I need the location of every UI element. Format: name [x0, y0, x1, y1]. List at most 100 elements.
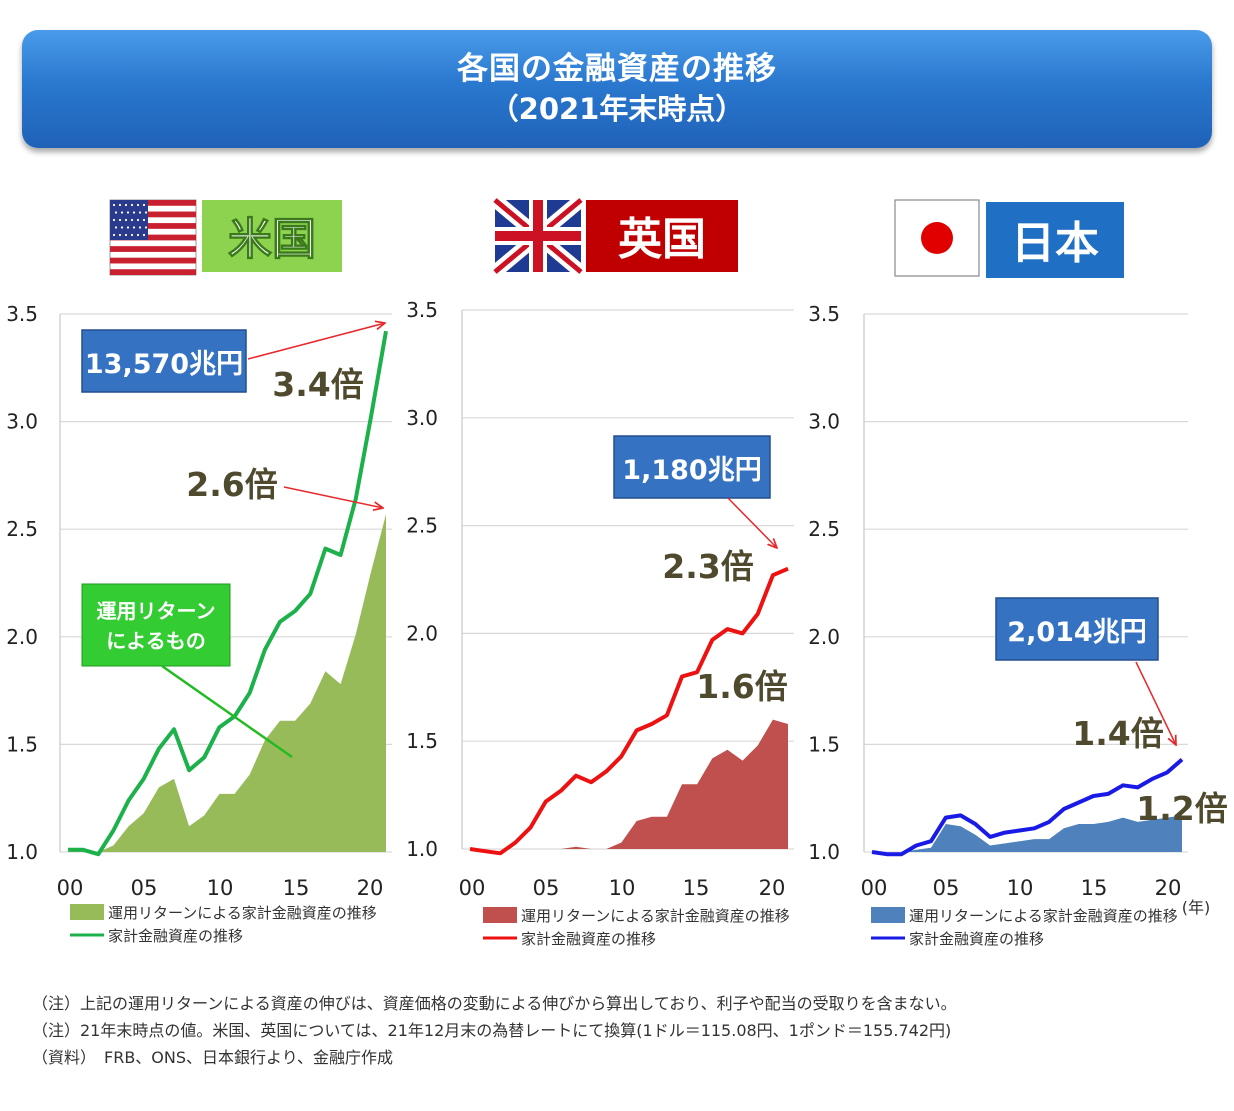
- us-flag-star: [136, 203, 140, 207]
- area-series-return: [470, 719, 788, 849]
- japan-line-multiple: 1.4倍: [1072, 714, 1163, 753]
- us-flag-icon: [109, 199, 197, 276]
- y-tick-label: 3.0: [808, 410, 840, 434]
- y-tick-label: 3.5: [808, 302, 840, 326]
- us-flag-star: [126, 226, 130, 229]
- line-series-total: [469, 566, 789, 856]
- y-tick-label: 1.0: [406, 837, 438, 861]
- us-flag-stripe: [110, 211, 196, 218]
- us-flag-star: [118, 233, 122, 237]
- y-tick-label: 3.0: [6, 410, 38, 434]
- y-tick-label: 2.0: [6, 625, 38, 649]
- footnote-2: （注）21年末時点の値。米国、英国については、21年12月末の為替レートにて換算…: [32, 1021, 952, 1040]
- uk-legend-area-swatch: [483, 907, 517, 923]
- x-tick-label: 05: [533, 876, 560, 900]
- us-flag-star: [132, 211, 136, 214]
- us-legend: 運用リターンによる家計金融資産の推移 家計金融資産の推移: [70, 904, 377, 945]
- japan-legend-area-label: 運用リターンによる家計金融資産の推移: [909, 907, 1178, 925]
- japan-flag-icon: [894, 199, 980, 277]
- uk-legend: 運用リターンによる家計金融資産の推移 家計金融資産の推移: [483, 907, 790, 948]
- x-tick-label: 15: [683, 876, 710, 900]
- charts-canvas: 米国 英国 日本 1.0 1.5 2.0 2.5 3.0 3.5 00 05 10 15 20 1.…: [6, 194, 1228, 948]
- us-flag-stripe: [110, 269, 196, 275]
- us-callout-line2: によるもの: [106, 629, 205, 653]
- x-tick-label: 10: [207, 876, 234, 900]
- y-tick-label: 2.5: [6, 517, 38, 541]
- line-series-total: [68, 330, 388, 857]
- us-area-arrow: [283, 486, 383, 508]
- x-tick-label: 05: [933, 876, 960, 900]
- japan-legend: 運用リターンによる家計金融資産の推移 家計金融資産の推移: [871, 907, 1178, 948]
- us-flag-star: [114, 226, 118, 229]
- y-tick-label: 2.5: [808, 517, 840, 541]
- us-callout-line1: 運用リターン: [97, 599, 216, 623]
- us-flag-star: [144, 211, 148, 214]
- us-area-multiple: 2.6倍: [186, 465, 277, 504]
- us-flag-star: [132, 226, 136, 229]
- us-label-box: [202, 200, 342, 272]
- us-flag-star: [120, 211, 124, 214]
- us-flag-star: [112, 218, 116, 222]
- line-series-total: [871, 757, 1184, 857]
- y-tick-label: 3.5: [406, 298, 438, 322]
- us-flag-star: [124, 233, 128, 237]
- title-line2: （2021年末時点）: [489, 92, 745, 126]
- us-flag-star: [112, 203, 116, 207]
- area-series-return: [872, 815, 1182, 852]
- us-total-arrow: [247, 323, 385, 360]
- us-flag-star: [142, 233, 146, 237]
- us-flag-star: [118, 218, 122, 222]
- uk-legend-area-label: 運用リターンによる家計金融資産の推移: [521, 907, 790, 925]
- x-tick-label: 00: [57, 876, 84, 900]
- y-tick-label: 3.0: [406, 406, 438, 430]
- us-flag-star: [126, 211, 130, 214]
- us-total-box: [81, 329, 247, 393]
- japan-legend-area-swatch: [871, 907, 905, 923]
- us-flag-star: [138, 226, 142, 229]
- x-tick-label: 00: [861, 876, 888, 900]
- x-tick-label: 10: [1007, 876, 1034, 900]
- x-tick-label: 05: [131, 876, 158, 900]
- us-flag-stripe: [110, 234, 196, 241]
- x-tick-label: 15: [1081, 876, 1108, 900]
- us-callout-pointer: [161, 664, 293, 759]
- uk-label: 英国: [618, 214, 706, 265]
- us-flag-star: [124, 218, 128, 222]
- us-flag-star: [136, 233, 140, 237]
- us-flag-stripe: [110, 200, 196, 206]
- japan-legend-line-label: 家計金融資産の推移: [909, 930, 1044, 948]
- japan-year-unit: (年): [1182, 898, 1211, 917]
- y-tick-label: 1.0: [808, 840, 840, 864]
- us-legend-area-swatch: [70, 904, 104, 920]
- x-tick-label: 20: [1155, 876, 1182, 900]
- us-flag-stripe: [110, 246, 196, 252]
- japan-total-box: [995, 597, 1159, 661]
- us-flag-star: [142, 203, 146, 207]
- japan-label: 日本: [1011, 218, 1099, 269]
- y-tick-label: 1.5: [808, 732, 840, 756]
- us-flag-star: [138, 211, 142, 214]
- y-tick-label: 2.0: [808, 625, 840, 649]
- footnotes: （注）上記の運用リターンによる資産の伸びは、資産価格の変動による伸びから算出して…: [32, 990, 1212, 1071]
- us-flag-stripe: [110, 257, 196, 264]
- uk-flag-icon: [490, 194, 586, 278]
- us-flag-stripe: [110, 223, 196, 229]
- uk-line-multiple: 2.3倍: [662, 547, 753, 586]
- japan-chart: 1.0 1.5 2.0 2.5 3.0 3.5 00 05 10 15 20: [808, 302, 1188, 900]
- x-tick-label: 00: [459, 876, 486, 900]
- japan-total-label: 2,014兆円: [1007, 617, 1146, 648]
- y-tick-label: 1.5: [406, 729, 438, 753]
- uk-label-box: [586, 200, 738, 272]
- area-series-return: [68, 514, 386, 852]
- us-flag-star: [120, 226, 124, 229]
- us-label: 米国: [228, 214, 316, 265]
- us-callout-box: [81, 583, 231, 667]
- uk-area-multiple: 1.6倍: [696, 667, 787, 706]
- y-tick-label: 2.5: [406, 514, 438, 538]
- us-flag-star: [124, 203, 128, 207]
- uk-total-arrow: [727, 497, 777, 548]
- x-tick-label: 15: [283, 876, 310, 900]
- us-legend-area-label: 運用リターンによる家計金融資産の推移: [108, 904, 377, 922]
- uk-total-label: 1,180兆円: [622, 455, 761, 486]
- us-legend-line-label: 家計金融資産の推移: [108, 927, 243, 945]
